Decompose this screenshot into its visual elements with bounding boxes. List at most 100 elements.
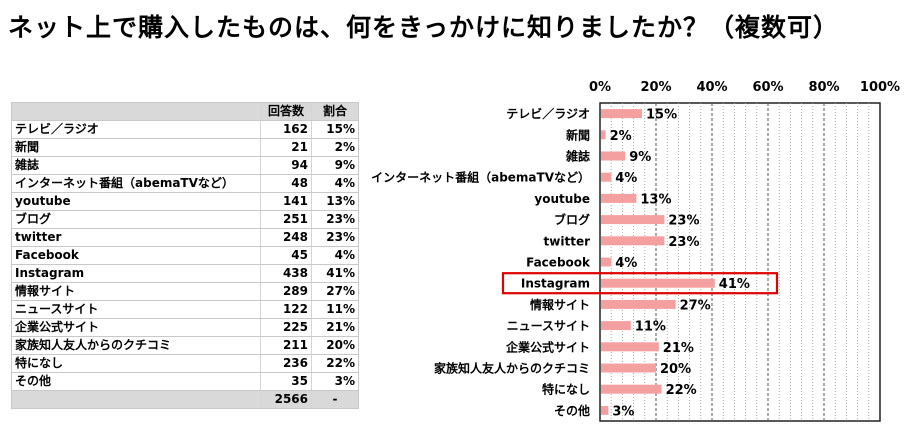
row-pct-cell: 21% — [311, 318, 359, 337]
row-label-cell: Instagram — [11, 264, 261, 283]
bar — [601, 321, 631, 331]
row-count-cell: 251 — [260, 210, 312, 229]
category-label: 特になし — [542, 382, 590, 397]
results-table: 回答数 割合 テレビ／ラジオ 162 15% 新聞 21 2% 雑誌 94 9% インターネット番組（… — [11, 102, 359, 409]
total-count-cell: 2566 — [260, 390, 312, 409]
row-pct-cell: 4% — [311, 174, 359, 193]
category-label: テレビ／ラジオ — [506, 106, 590, 121]
bar — [601, 109, 642, 119]
table-row: 特になし 236 22% — [11, 354, 359, 373]
row-label-cell: 新聞 — [11, 138, 261, 157]
row-count-cell: 48 — [260, 174, 312, 193]
row-label-cell: テレビ／ラジオ — [11, 120, 261, 139]
data-label: 11% — [635, 320, 666, 335]
header-count-cell: 回答数 — [260, 102, 312, 121]
table-row: 企業公式サイト 225 21% — [11, 318, 359, 337]
row-pct-cell: 11% — [311, 300, 359, 319]
row-pct-cell: 23% — [311, 228, 359, 247]
results-table-container: 回答数 割合 テレビ／ラジオ 162 15% 新聞 21 2% 雑誌 94 9% インターネット番組（… — [11, 102, 359, 409]
table-row: Instagram 438 41% — [11, 264, 359, 283]
data-label: 23% — [668, 214, 699, 229]
row-pct-cell: 9% — [311, 156, 359, 175]
header-label-cell — [11, 102, 261, 121]
category-label: 新聞 — [566, 127, 590, 142]
bar — [601, 257, 612, 267]
category-label: 情報サイト — [530, 297, 590, 312]
category-label: インターネット番組（abemaTVなど） — [371, 170, 590, 185]
row-pct-cell: 13% — [311, 192, 359, 211]
data-label: 15% — [646, 108, 677, 123]
table-header-row: 回答数 割合 — [11, 102, 359, 121]
category-label: youtube — [534, 192, 590, 206]
row-count-cell: 94 — [260, 156, 312, 175]
row-pct-cell: 3% — [311, 372, 359, 391]
category-label: 企業公式サイト — [505, 339, 590, 354]
row-label-cell: インターネット番組（abemaTVなど） — [11, 174, 261, 193]
category-label: Instagram — [521, 277, 590, 291]
category-label: ニュースサイト — [507, 319, 590, 333]
row-pct-cell: 22% — [311, 354, 359, 373]
total-label-cell — [11, 390, 261, 409]
table-row: 新聞 21 2% — [11, 138, 359, 157]
row-label-cell: twitter — [11, 228, 261, 247]
x-tick-label: 20% — [640, 80, 671, 95]
highlight-box — [501, 272, 779, 295]
category-label: ブログ — [554, 212, 590, 227]
bar — [601, 299, 676, 309]
header-pct-cell: 割合 — [311, 102, 359, 121]
bar — [601, 151, 626, 161]
row-count-cell: 141 — [260, 192, 312, 211]
row-label-cell: youtube — [11, 192, 261, 211]
data-label: 22% — [666, 383, 697, 398]
row-label-cell: Facebook — [11, 246, 261, 265]
table-row: 家族知人友人からのクチコミ 211 20% — [11, 336, 359, 355]
table-row: twitter 248 23% — [11, 228, 359, 247]
category-label: twitter — [544, 234, 591, 248]
row-label-cell: 雑誌 — [11, 156, 261, 175]
category-label: 家族知人友人からのクチコミ — [434, 361, 590, 376]
row-count-cell: 35 — [260, 372, 312, 391]
row-count-cell: 45 — [260, 246, 312, 265]
data-label: 27% — [680, 298, 711, 313]
x-tick-label: 80% — [808, 80, 839, 95]
bar — [601, 236, 665, 246]
row-label-cell: 特になし — [11, 354, 261, 373]
bar — [601, 363, 656, 373]
row-pct-cell: 27% — [311, 282, 359, 301]
bar — [601, 342, 659, 352]
bar — [601, 278, 715, 288]
table-row: ブログ 251 23% — [11, 210, 359, 229]
row-count-cell: 289 — [260, 282, 312, 301]
x-tick-label: 0% — [589, 80, 611, 95]
data-label: 41% — [719, 277, 750, 292]
category-label: 雑誌 — [565, 149, 590, 164]
row-pct-cell: 23% — [311, 210, 359, 229]
x-tick-label: 100% — [860, 80, 900, 95]
row-count-cell: 438 — [260, 264, 312, 283]
row-count-cell: 211 — [260, 336, 312, 355]
row-count-cell: 236 — [260, 354, 312, 373]
data-label: 4% — [615, 256, 637, 271]
table-row: youtube 141 13% — [11, 192, 359, 211]
total-pct-cell: - — [311, 390, 359, 409]
row-pct-cell: 15% — [311, 120, 359, 139]
table-row: 情報サイト 289 27% — [11, 282, 359, 301]
row-count-cell: 225 — [260, 318, 312, 337]
row-label-cell: ニュースサイト — [11, 300, 261, 319]
row-pct-cell: 20% — [311, 336, 359, 355]
row-label-cell: 家族知人友人からのクチコミ — [11, 336, 261, 355]
table-row: ニュースサイト 122 11% — [11, 300, 359, 319]
row-count-cell: 162 — [260, 120, 312, 139]
bar — [601, 193, 637, 203]
category-label: Facebook — [526, 256, 591, 270]
x-tick-label: 60% — [752, 80, 783, 95]
row-label-cell: 情報サイト — [11, 282, 261, 301]
table-row: その他 35 3% — [11, 372, 359, 391]
table-row: インターネット番組（abemaTVなど） 48 4% — [11, 174, 359, 193]
category-label: その他 — [554, 403, 590, 418]
row-count-cell: 122 — [260, 300, 312, 319]
data-label: 9% — [629, 150, 651, 165]
table-total-row: 2566- — [11, 390, 359, 409]
table-row: 雑誌 94 9% — [11, 156, 359, 175]
row-pct-cell: 41% — [311, 264, 359, 283]
